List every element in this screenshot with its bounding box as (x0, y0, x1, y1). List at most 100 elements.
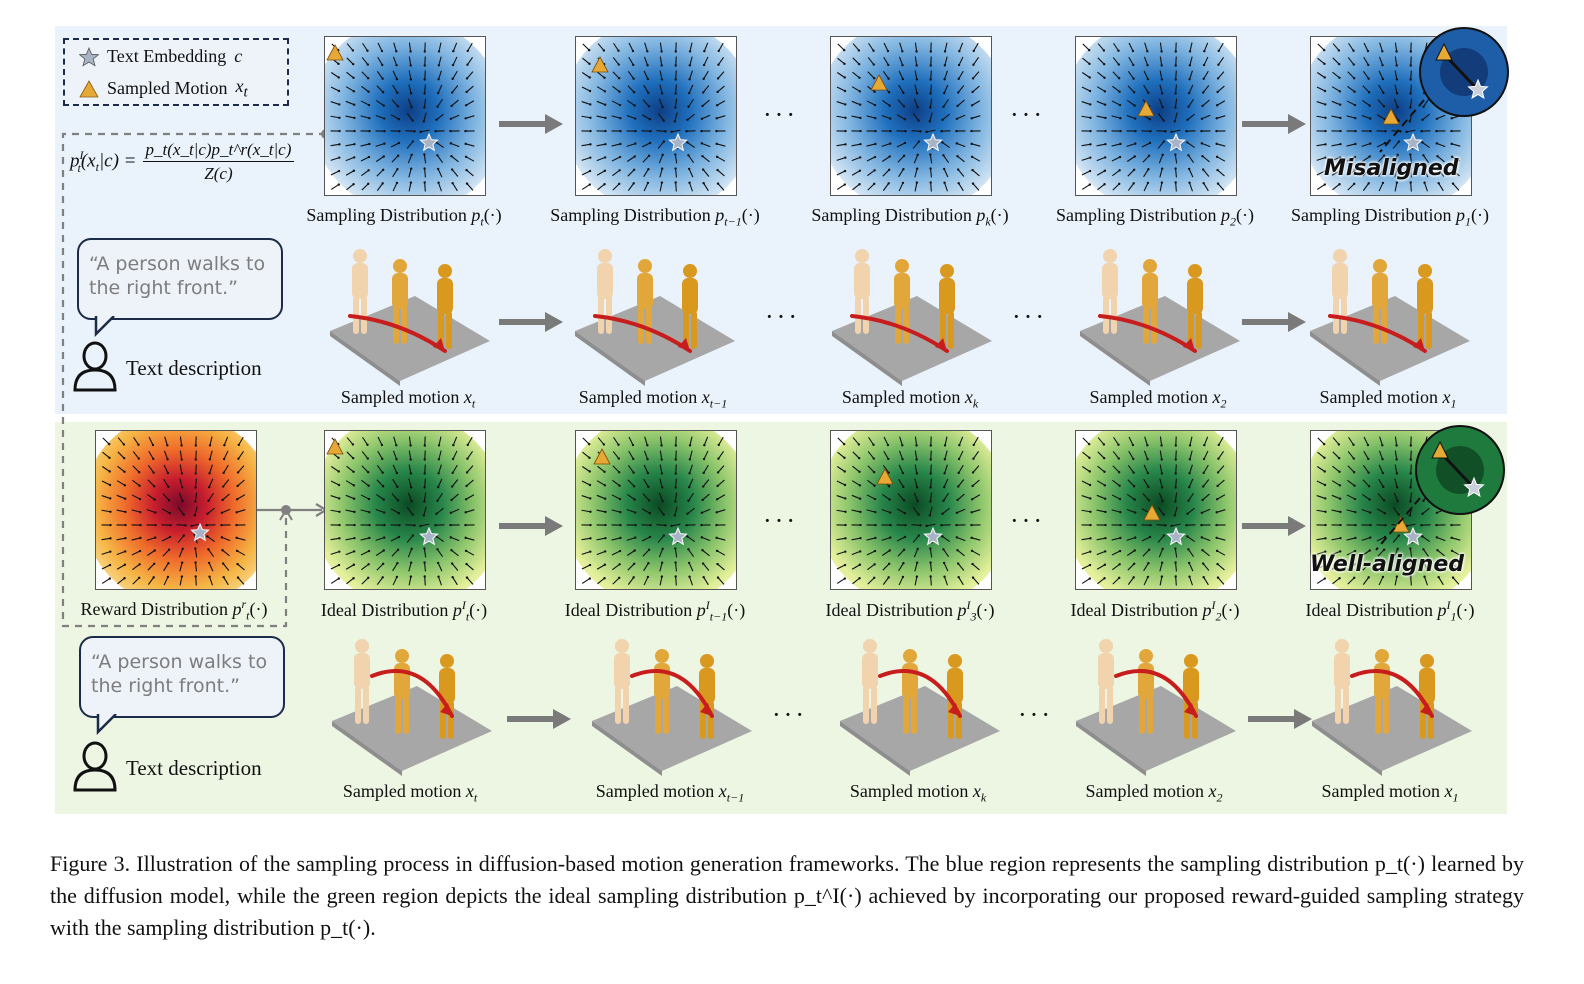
flow-arrow (499, 114, 563, 134)
person-figure (1102, 249, 1118, 334)
sampling-distribution-caption: Sampling Distribution p2(·) (1056, 205, 1254, 229)
ideal-distribution-panel (830, 430, 992, 590)
legend-star-label: Text Embedding (107, 46, 227, 66)
ellipsis: ··· (1018, 700, 1053, 729)
formula-lhs-arg-end: |c) = (98, 150, 137, 172)
ideal-distribution-panel (1075, 430, 1237, 590)
sampled-motion-caption: Sampled motion xt−1 (578, 387, 728, 411)
person-figure (637, 259, 653, 344)
sampled-motion-caption: Sampled motion xk (849, 781, 987, 805)
ideal-distribution-panel (575, 430, 737, 590)
sampling-distribution-panel (1075, 36, 1237, 196)
sampled-motion-caption: Sampled motion xt (342, 781, 478, 805)
ideal-distribution-caption: Ideal Distribution pI1(·) (1305, 598, 1475, 624)
figure-caption: Figure 3. Illustration of the sampling p… (50, 851, 1524, 940)
flow-arrow (1248, 709, 1312, 729)
person-figure (894, 259, 910, 344)
sampling-region (55, 26, 1507, 414)
flow-arrow (1242, 114, 1306, 134)
ideal-distribution-caption: Ideal Distribution pIt−1(·) (564, 598, 746, 624)
person-figure (862, 639, 878, 724)
text-prompt-quote-top: “A person walks to the right front.” (89, 253, 266, 299)
formula-lhs-sup: I (79, 148, 84, 163)
sampled-motion-image (830, 616, 1010, 791)
sampling-distribution-panel (575, 36, 737, 196)
ideal-distribution-formula: pIt(xt|c) = p_t(x_t|c)p_t^r(x_t|c) Z(c) (70, 140, 295, 184)
sampling-distribution-caption: Sampling Distribution pt(·) (306, 205, 502, 229)
person-figure (354, 639, 370, 724)
formula-lhs-arg: (x (80, 150, 96, 172)
legend-triangle-sub: t (243, 84, 248, 101)
ideal-distribution-panel (324, 430, 486, 590)
text-prompt-bubble-top: “A person walks to the right front.” (77, 238, 283, 320)
ideal-region (55, 422, 1507, 814)
sampled-motion-caption: Sampled motion xt (340, 387, 476, 411)
star-icon (79, 46, 99, 67)
flow-arrow (507, 709, 571, 729)
legend-star-row: Text Embedding c (79, 46, 242, 67)
sampled-motion-caption: Sampled motion x1 (1321, 781, 1459, 805)
flow-arrow (1242, 516, 1306, 536)
text-prompt-bubble-bottom: “A person walks to the right front.” (79, 636, 285, 718)
formula-lhs-sub: t (77, 160, 81, 175)
person-icon-bottom (73, 741, 117, 792)
person-figure (1142, 259, 1158, 344)
formula-lhs: p (70, 150, 80, 172)
person-figure (947, 654, 963, 739)
person-figure (1332, 249, 1348, 334)
person-figure (939, 264, 955, 349)
sampled-motion-image (320, 226, 500, 401)
ellipsis: ··· (1010, 100, 1045, 129)
legend-triangle-symbol: x (235, 76, 244, 96)
formula-denominator: Z(c) (204, 164, 233, 183)
person-figure (1372, 259, 1388, 344)
ellipsis: ··· (772, 700, 807, 729)
ellipsis: ··· (763, 100, 798, 129)
flow-arrow (1242, 312, 1306, 332)
person-figure (682, 264, 698, 349)
sampled-motion-caption: Sampled motion x2 (1085, 781, 1223, 805)
person-figure (854, 249, 870, 334)
misaligned-tag: Misaligned (1324, 156, 1459, 181)
bubble-tail-bottom (96, 714, 117, 736)
formula-numerator: p_t(x_t|c)p_t^r(x_t|c) (142, 140, 295, 162)
person-icon-top (73, 341, 117, 392)
legend-box: Text Embedding c Sampled Motion xt (63, 38, 289, 106)
ellipsis: ··· (1010, 506, 1045, 535)
sampled-motion-caption: Sampled motion x1 (1319, 387, 1457, 411)
sampled-motion-image (565, 226, 745, 401)
legend-triangle-label: Sampled Motion (107, 78, 228, 99)
ideal-distribution-caption: Ideal Distribution pI2(·) (1070, 598, 1240, 624)
sampled-motion-image (582, 616, 762, 791)
reward-distribution-panel (95, 430, 257, 590)
sampling-distribution-panel (830, 36, 992, 196)
person-figure (1417, 264, 1433, 349)
sampling-distribution-caption: Sampling Distribution p1(·) (1291, 205, 1489, 229)
bubble-tail-top (94, 316, 115, 338)
legend-triangle-row: Sampled Motion xt (79, 76, 248, 102)
sampled-motion-image (1070, 226, 1250, 401)
person-figure (1334, 639, 1350, 724)
sampled-motion-caption: Sampled motion xk (841, 387, 979, 411)
ideal-distribution-caption: Ideal Distribution pI3(·) (825, 598, 995, 624)
ellipsis: ··· (765, 302, 800, 331)
sampled-motion-image (822, 226, 1002, 401)
flow-arrow (499, 312, 563, 332)
legend-star-symbol: c (234, 46, 243, 66)
sampled-motion-caption: Sampled motion xt−1 (595, 781, 745, 805)
sampling-distribution-caption: Sampling Distribution pt−1(·) (550, 205, 760, 229)
text-prompt-quote-bottom: “A person walks to the right front.” (91, 651, 268, 697)
text-description-label-top: Text description (126, 356, 262, 380)
sampled-motion-image (1066, 616, 1246, 791)
sampled-motion-image (322, 616, 502, 791)
sampling-distribution-panel (324, 36, 486, 196)
sampling-distribution-caption: Sampling Distribution pk(·) (811, 205, 1009, 229)
person-figure (614, 639, 630, 724)
formula-lhs-arg-sub: t (95, 160, 99, 175)
sampled-motion-caption: Sampled motion x2 (1089, 387, 1227, 411)
ellipsis: ··· (1012, 302, 1047, 331)
ideal-distribution-caption: Ideal Distribution pIt(·) (320, 598, 488, 624)
sampled-motion-image (1300, 226, 1480, 401)
ellipsis: ··· (763, 506, 798, 535)
person-figure (1187, 264, 1203, 349)
